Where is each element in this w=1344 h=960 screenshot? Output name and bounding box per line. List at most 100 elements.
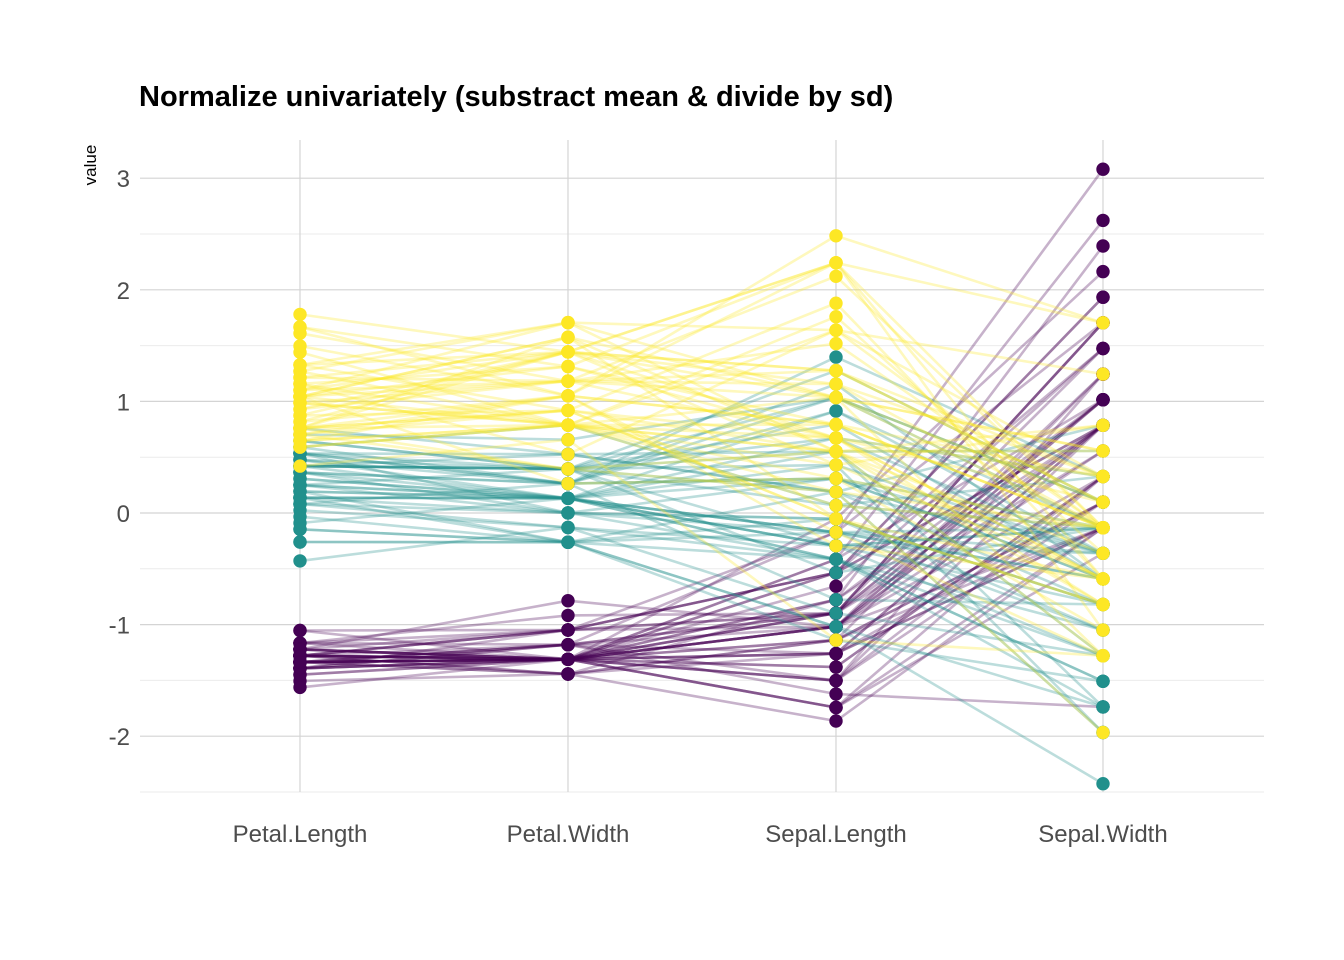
point-virginica xyxy=(561,403,575,418)
series-line-versicolor xyxy=(299,471,1104,632)
series-line-virginica xyxy=(299,426,1104,581)
series-line-versicolor xyxy=(299,490,1104,548)
y-axis-ticks: -2 -1 0 1 2 3 xyxy=(109,166,130,751)
series-line-virginica xyxy=(299,365,1104,581)
series-line-virginica xyxy=(299,321,1104,376)
series-line-setosa xyxy=(299,475,1104,669)
series-line-setosa xyxy=(299,347,1104,657)
series-line-virginica xyxy=(299,395,1104,632)
series-line-versicolor xyxy=(299,502,1104,606)
point-setosa xyxy=(829,673,843,688)
series-line-virginica xyxy=(299,423,1104,581)
series-line-setosa xyxy=(299,552,1104,709)
point-setosa xyxy=(561,638,575,652)
point-setosa xyxy=(561,667,575,681)
point-virginica xyxy=(829,256,843,270)
series-line-setosa xyxy=(299,321,1104,632)
point-virginica xyxy=(829,310,843,324)
series-line-versicolor xyxy=(299,482,1104,606)
point-virginica xyxy=(561,418,575,432)
series-line-virginica xyxy=(299,379,1104,453)
point-virginica xyxy=(293,440,307,454)
point-virginica xyxy=(829,458,843,472)
point-versicolor xyxy=(829,350,843,364)
series-line-setosa xyxy=(299,526,1104,661)
x-tick-label: Petal.Length xyxy=(233,821,368,848)
point-setosa xyxy=(829,714,843,728)
point-setosa xyxy=(1096,393,1110,407)
point-virginica xyxy=(1096,367,1110,381)
series-line-virginica xyxy=(299,423,1104,529)
point-virginica xyxy=(1096,725,1110,740)
series-line-versicolor xyxy=(299,458,1104,529)
point-setosa xyxy=(1096,213,1110,228)
point-virginica xyxy=(1096,597,1110,612)
series-line-versicolor xyxy=(299,426,1104,606)
point-setosa xyxy=(561,652,575,666)
y-tick-label: 3 xyxy=(117,166,130,193)
point-virginica xyxy=(829,390,843,405)
series-line-versicolor xyxy=(299,450,1104,708)
point-setosa xyxy=(293,680,307,695)
point-virginica xyxy=(561,476,575,491)
series-line-setosa xyxy=(299,424,1104,651)
point-setosa xyxy=(561,608,575,623)
series-line-versicolor xyxy=(299,423,1104,507)
series-line-setosa xyxy=(299,321,1104,661)
series-line-virginica xyxy=(299,350,1104,478)
point-virginica xyxy=(829,377,843,391)
x-tick-label: Sepal.Width xyxy=(1038,821,1167,848)
series-line-virginica xyxy=(299,328,1104,478)
point-virginica xyxy=(829,525,843,539)
series-line-setosa xyxy=(299,245,1105,676)
series-line-virginica xyxy=(299,261,1105,631)
series-line-setosa xyxy=(299,475,1104,709)
series-line-virginica xyxy=(299,315,1104,555)
x-tick-label: Petal.Width xyxy=(507,821,630,848)
point-virginica xyxy=(1096,649,1110,663)
series-line-versicolor xyxy=(299,496,1104,657)
series-line-versicolor xyxy=(299,502,1104,657)
series-line-setosa xyxy=(299,347,1104,661)
series-line-virginica xyxy=(299,350,1104,467)
series-line-setosa xyxy=(299,424,1104,682)
point-virginica xyxy=(1096,469,1110,484)
series-line-setosa xyxy=(299,526,1104,676)
series-line-virginica xyxy=(299,261,1104,368)
point-virginica xyxy=(1096,495,1110,509)
point-versicolor xyxy=(293,535,307,549)
series-line-versicolor xyxy=(299,436,1104,555)
point-virginica xyxy=(561,359,575,374)
series-line-virginica xyxy=(299,350,1104,504)
series-line-setosa xyxy=(299,321,1104,657)
series-line-setosa xyxy=(299,398,1104,670)
series-line-setosa xyxy=(299,424,1104,664)
series-line-virginica xyxy=(299,350,1104,529)
series-line-setosa xyxy=(299,219,1105,664)
series-line-versicolor xyxy=(299,355,1104,485)
series-line-virginica xyxy=(299,234,1104,398)
point-virginica xyxy=(293,421,307,435)
series-line-versicolor xyxy=(299,464,1104,548)
point-setosa xyxy=(1096,341,1110,356)
point-virginica xyxy=(293,402,307,416)
point-setosa xyxy=(1096,264,1110,279)
series-line-setosa xyxy=(299,373,1104,689)
series-line-virginica xyxy=(299,321,1104,453)
series-lines xyxy=(299,168,1105,785)
point-virginica xyxy=(293,370,307,385)
point-virginica xyxy=(561,315,575,330)
point-virginica xyxy=(561,447,575,461)
point-virginica xyxy=(829,498,843,513)
series-line-versicolor xyxy=(299,396,1104,504)
series-line-versicolor xyxy=(299,439,1104,657)
series-line-versicolor xyxy=(299,409,1104,529)
series-line-virginica xyxy=(299,394,1104,581)
point-setosa xyxy=(829,646,843,661)
series-line-setosa xyxy=(299,475,1104,682)
point-versicolor xyxy=(829,404,843,418)
point-versicolor xyxy=(293,522,307,536)
series-line-virginica xyxy=(299,328,1104,529)
series-line-virginica xyxy=(299,433,1104,734)
point-virginica xyxy=(829,485,843,499)
